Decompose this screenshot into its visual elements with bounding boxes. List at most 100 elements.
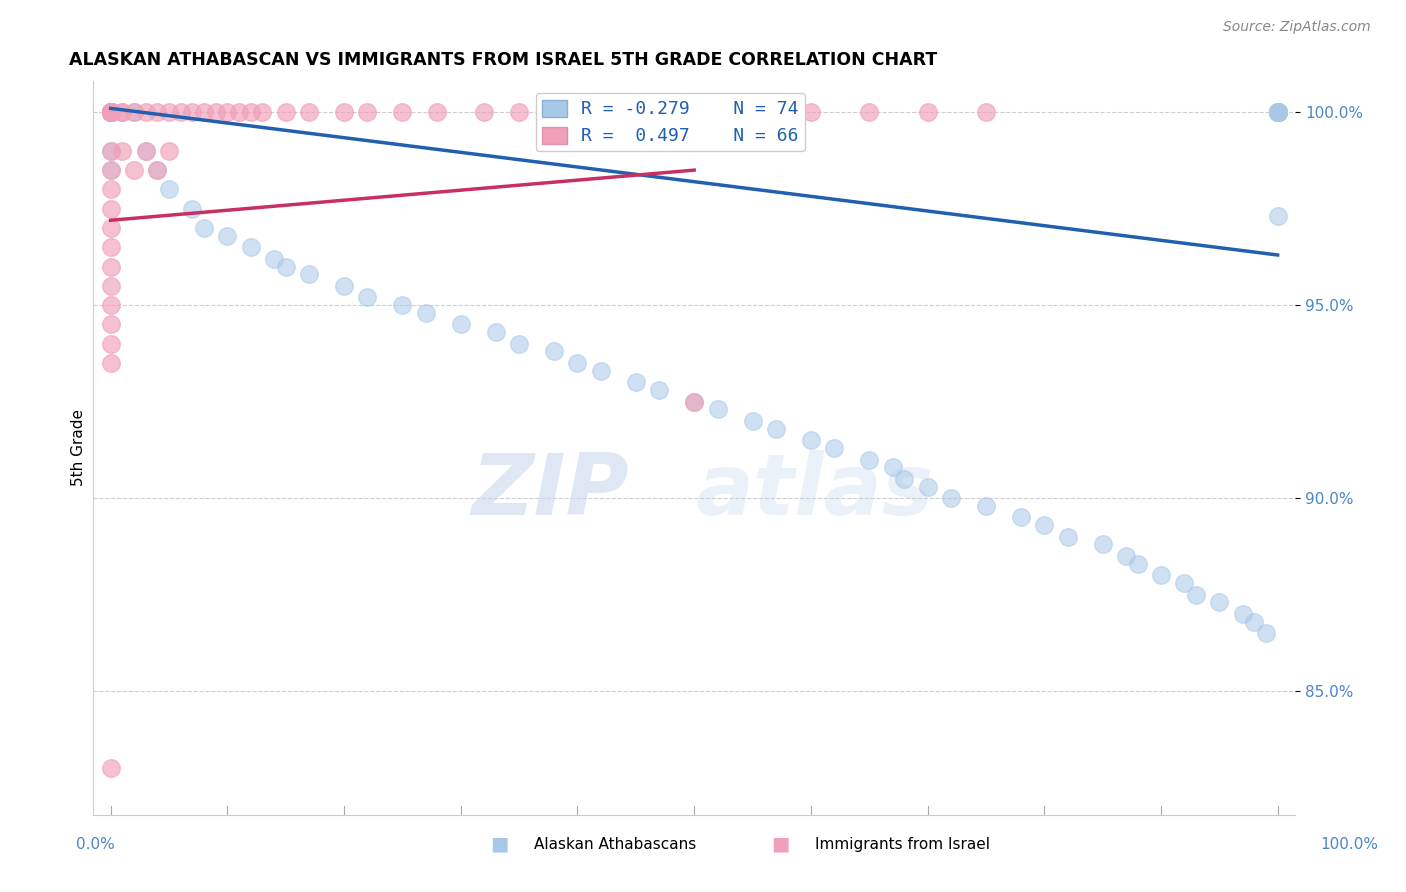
- Point: [1267, 105, 1289, 120]
- Point: [122, 163, 145, 178]
- Point: [146, 163, 169, 178]
- Point: [100, 278, 122, 293]
- Point: [135, 144, 157, 158]
- Point: [800, 434, 823, 448]
- Point: [1267, 105, 1289, 120]
- Point: [100, 105, 122, 120]
- Point: [100, 202, 122, 216]
- Point: [1267, 105, 1289, 120]
- Point: [193, 105, 215, 120]
- Point: [274, 105, 297, 120]
- Point: [228, 105, 250, 120]
- Point: [1267, 105, 1289, 120]
- Text: 100.0%: 100.0%: [1320, 838, 1379, 852]
- Point: [1267, 210, 1289, 224]
- Point: [100, 163, 122, 178]
- Point: [882, 460, 904, 475]
- Point: [100, 144, 122, 158]
- Text: ■: ■: [489, 834, 509, 853]
- Point: [100, 105, 122, 120]
- Point: [1267, 105, 1289, 120]
- Point: [543, 344, 565, 359]
- Point: [567, 105, 589, 120]
- Point: [917, 479, 939, 493]
- Point: [217, 228, 239, 243]
- Point: [298, 268, 321, 282]
- Point: [100, 105, 122, 120]
- Point: [648, 383, 671, 397]
- Point: [298, 105, 321, 120]
- Point: [181, 105, 204, 120]
- Text: ZIP: ZIP: [471, 450, 628, 533]
- Point: [100, 105, 122, 120]
- Point: [181, 202, 204, 216]
- Point: [426, 105, 449, 120]
- Point: [765, 422, 787, 436]
- Point: [823, 441, 845, 455]
- Point: [111, 105, 134, 120]
- Point: [100, 163, 122, 178]
- Point: [1208, 595, 1230, 609]
- Point: [217, 105, 239, 120]
- Point: [100, 105, 122, 120]
- Point: [683, 105, 706, 120]
- Point: [858, 105, 880, 120]
- Point: [893, 472, 915, 486]
- Point: [100, 260, 122, 274]
- Point: [157, 182, 180, 196]
- Point: [450, 318, 472, 332]
- Point: [146, 163, 169, 178]
- Point: [1267, 105, 1289, 120]
- Point: [800, 105, 823, 120]
- Point: [741, 414, 763, 428]
- Point: [100, 356, 122, 370]
- Point: [100, 761, 122, 775]
- Point: [100, 144, 122, 158]
- Point: [1267, 105, 1289, 120]
- Point: [356, 105, 378, 120]
- Point: [1232, 607, 1254, 621]
- Point: [239, 105, 262, 120]
- Point: [100, 105, 122, 120]
- Point: [1173, 576, 1195, 591]
- Point: [100, 318, 122, 332]
- Point: [1267, 105, 1289, 120]
- Point: [100, 105, 122, 120]
- Point: [1267, 105, 1289, 120]
- Point: [100, 105, 122, 120]
- Point: [1267, 105, 1289, 120]
- Point: [624, 105, 647, 120]
- Point: [100, 105, 122, 120]
- Point: [100, 105, 122, 120]
- Point: [1267, 105, 1289, 120]
- Point: [100, 105, 122, 120]
- Point: [974, 499, 997, 513]
- Point: [252, 105, 274, 120]
- Point: [100, 105, 122, 120]
- Point: [1185, 588, 1208, 602]
- Point: [1056, 530, 1078, 544]
- Point: [1150, 568, 1173, 582]
- Point: [1267, 105, 1289, 120]
- Point: [1254, 626, 1277, 640]
- Point: [100, 336, 122, 351]
- Point: [1033, 518, 1056, 533]
- Point: [333, 105, 356, 120]
- Point: [391, 298, 413, 312]
- Text: 0.0%: 0.0%: [76, 838, 115, 852]
- Point: [239, 240, 262, 254]
- Legend: R = -0.279    N = 74, R =  0.497    N = 66: R = -0.279 N = 74, R = 0.497 N = 66: [536, 94, 804, 152]
- Y-axis label: 5th Grade: 5th Grade: [72, 409, 86, 486]
- Point: [624, 376, 647, 390]
- Point: [1010, 510, 1032, 524]
- Point: [1267, 105, 1289, 120]
- Text: Immigrants from Israel: Immigrants from Israel: [815, 838, 990, 852]
- Point: [100, 105, 122, 120]
- Point: [472, 105, 495, 120]
- Point: [917, 105, 939, 120]
- Point: [122, 105, 145, 120]
- Point: [100, 221, 122, 235]
- Point: [100, 182, 122, 196]
- Point: [333, 278, 356, 293]
- Text: Alaskan Athabascans: Alaskan Athabascans: [534, 838, 696, 852]
